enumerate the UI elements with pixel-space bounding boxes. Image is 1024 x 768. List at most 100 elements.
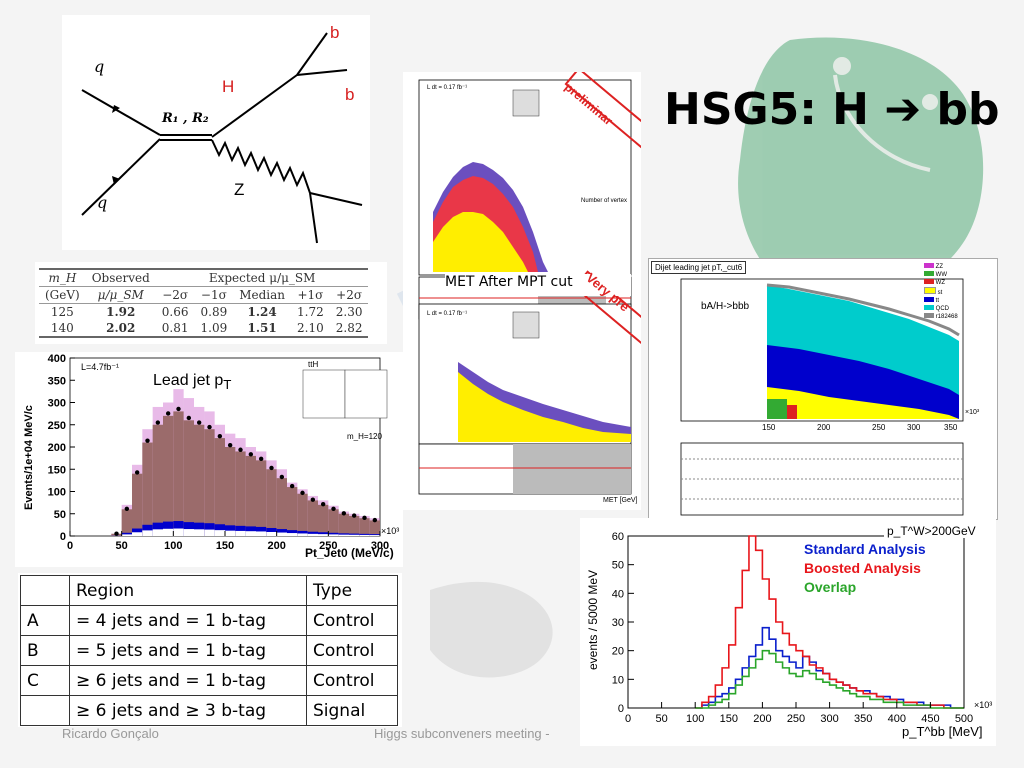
- x-tick-label: 250: [787, 713, 805, 725]
- data-point: [279, 474, 285, 480]
- y-tick-label: 20: [612, 646, 624, 658]
- met-plot-graphics: [418, 67, 665, 495]
- background-bar: [173, 411, 184, 536]
- cell: 125: [50, 305, 74, 319]
- cell: 2.82: [335, 321, 363, 335]
- blue-bg-bar: [287, 530, 298, 536]
- data-point: [217, 433, 223, 439]
- x-tick-label: 150: [720, 713, 738, 725]
- region-type: Control: [306, 635, 398, 666]
- legend-entry: WZ: [924, 279, 958, 287]
- met-top-legend: [512, 89, 540, 117]
- white-bg-bar: [359, 534, 370, 536]
- x-tick-label: 350: [854, 713, 872, 725]
- white-bg-bar: [328, 534, 339, 536]
- region-cut: ≥ 6 jets and = 1 b-tag: [69, 665, 307, 696]
- x-tick-label: 0: [625, 713, 631, 725]
- region-header-blank: [20, 575, 70, 606]
- white-bg-bar: [214, 530, 225, 536]
- data-point: [372, 517, 378, 523]
- background-bar: [318, 504, 329, 536]
- white-bg-bar: [266, 531, 277, 536]
- lead-jet-legend-box: [302, 369, 346, 419]
- boosted-chart: 0 50 100 150 200 250 300 350 400 450 500 0 10 20 30 40 5…: [612, 531, 973, 725]
- dijet-legend: ZZ WW WZ st tt QCD r182468: [924, 263, 958, 321]
- blue-bg-bar: [132, 528, 143, 536]
- ptw-annotation-text: p_T^W>200GeV: [887, 524, 976, 538]
- dijet-wz-fill: [787, 405, 797, 419]
- mass-label: m_H=120: [347, 432, 382, 441]
- subheader-median: Median: [239, 288, 286, 302]
- met-bottom-ratio-band: [513, 444, 631, 494]
- lumi-label: L=4.7fb⁻¹: [81, 362, 120, 372]
- blue-bg-bar: [369, 534, 380, 536]
- cell: 0.66: [161, 305, 189, 319]
- x-tick-label: 0: [67, 540, 73, 552]
- white-bg-bar: [287, 533, 298, 536]
- x-tick-label: 250: [319, 540, 337, 552]
- background-bar: [328, 509, 339, 536]
- higgs-line: [211, 74, 298, 138]
- region-id: C: [20, 665, 70, 696]
- data-point: [300, 490, 305, 496]
- background-bar: [163, 415, 174, 536]
- mediator-label: R₁ , R₂: [162, 111, 209, 126]
- white-bg-bar: [194, 529, 205, 536]
- x-tick-label: 50: [116, 540, 128, 552]
- met-plot-panel: MET After MPT cut L dt = 0.17 fb⁻¹ L dt …: [403, 67, 665, 510]
- dijet-x-unit: ×10³: [965, 409, 980, 416]
- white-bg-bar: [349, 534, 360, 536]
- background-bar: [338, 513, 349, 536]
- lead-jet-pt-plot: 0 50 100 150 200 250 300 0 50 100 150 200 250 300 350 4…: [15, 352, 403, 567]
- x-tick-label: 200: [753, 713, 771, 725]
- white-bg-bar: [183, 529, 194, 536]
- region-type: Signal: [306, 695, 398, 726]
- white-bg-bar: [307, 533, 318, 536]
- legend-entry: WW: [924, 271, 958, 279]
- data-point: [186, 415, 192, 421]
- slide-title: HSG5: H ➔ bb: [664, 84, 1000, 135]
- data-point: [310, 497, 316, 502]
- table-row: C ≥ 6 jets and = 1 b-tag Control: [20, 665, 398, 696]
- region-type: Control: [306, 665, 398, 696]
- dijet-x-tick: 350: [944, 423, 958, 432]
- dijet-plot-panel: Dijet leading jet pT,_cut6 bA/H->bbb ZZ …: [648, 258, 998, 520]
- table-row: 125 1.92 0.66 0.89 1.24 1.72 2.30: [39, 304, 368, 321]
- region-id: B: [20, 635, 70, 666]
- z-boson-line: [211, 139, 311, 194]
- background-bar: [214, 438, 225, 536]
- white-bg-bar: [163, 528, 174, 536]
- data-point: [331, 506, 336, 511]
- white-bg-bar: [245, 531, 256, 536]
- data-point: [351, 513, 357, 518]
- white-bg-bar: [121, 534, 132, 536]
- background-bar: [256, 460, 267, 536]
- y-tick-label: 250: [48, 420, 66, 432]
- subheader-gev: (GeV): [45, 288, 80, 302]
- y-tick-label: 60: [612, 531, 624, 543]
- blue-bg-bar: [245, 526, 256, 536]
- data-point: [289, 483, 295, 489]
- boosted-x-unit: ×10³: [974, 700, 993, 710]
- boosted-plot-panel: 0 50 100 150 200 250 300 350 400 450 500 0 10 20 30 40 5…: [580, 518, 996, 746]
- region-type: Control: [306, 605, 398, 636]
- cell: 1.51: [247, 321, 277, 335]
- x-tick-label: 400: [888, 713, 906, 725]
- y-tick-label: 30: [612, 617, 624, 629]
- dijet-x-tick: 150: [762, 423, 776, 432]
- y-tick-label: 100: [48, 487, 66, 499]
- y-tick-label: 40: [612, 588, 624, 600]
- white-bg-bar: [173, 528, 184, 536]
- dijet-x-tick: 200: [817, 423, 831, 432]
- y-tick-label: 150: [48, 464, 66, 476]
- blue-bg-bar: [183, 522, 194, 536]
- background-bar: [225, 447, 236, 536]
- table-row: ≥ 6 jets and ≥ 3 b-tag Signal: [20, 695, 398, 726]
- x-tick-label: 300: [820, 713, 838, 725]
- x-tick-label: 100: [686, 713, 704, 725]
- legend-title: ttH: [308, 360, 319, 369]
- lead-jet-label: Lead jet pT: [153, 372, 231, 392]
- q-label-bottom: q: [97, 193, 108, 212]
- background-bar: [307, 500, 318, 536]
- met-top-bg-yellow: [433, 212, 528, 272]
